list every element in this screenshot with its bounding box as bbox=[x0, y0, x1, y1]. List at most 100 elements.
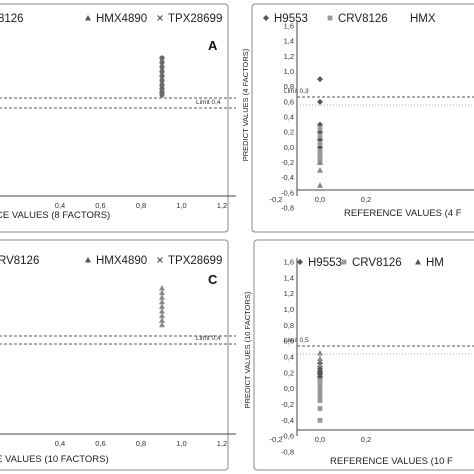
panel-frame bbox=[253, 239, 474, 471]
panel-frame bbox=[0, 3, 229, 233]
data-point bbox=[159, 308, 165, 314]
x-tick-label: 0,4 bbox=[55, 439, 65, 448]
data-point bbox=[159, 321, 165, 328]
data-point bbox=[317, 394, 323, 399]
y-tick-label: -0,2 bbox=[281, 400, 294, 409]
data-point bbox=[159, 285, 165, 291]
data-point bbox=[159, 289, 165, 296]
y-tick-label: 0,2 bbox=[284, 128, 294, 137]
data-point bbox=[317, 350, 323, 356]
y-tick-label: 0,0 bbox=[284, 384, 294, 393]
x-axis-label: E VALUES (10 FACTORS) bbox=[0, 454, 109, 465]
legend-entry: RV8126 bbox=[0, 255, 39, 267]
data-point bbox=[317, 406, 323, 411]
legend-entry: H9553 bbox=[308, 257, 342, 269]
x-tick-label: 1,2 bbox=[217, 201, 227, 210]
data-point bbox=[317, 378, 323, 384]
legend-entry: CRV8126 bbox=[352, 257, 402, 269]
y-tick-label: 1,6 bbox=[284, 22, 294, 31]
x-tick-label: -0,2 bbox=[270, 435, 283, 444]
x-tick-label: 0,8 bbox=[136, 201, 146, 210]
x-tick-label: 0,6 bbox=[95, 439, 105, 448]
panel-2: -0,2 0,0 0,2 1,6 1,4 1,2 1,0 0,8 0,6 0,4 0,2 0,0 -0,… bbox=[241, 3, 474, 233]
x-tick-label: 0,2 bbox=[361, 195, 371, 204]
y-tick-label: 1,4 bbox=[284, 37, 294, 46]
data-point bbox=[159, 77, 165, 84]
y-tick-label: -0,6 bbox=[281, 188, 294, 197]
panel-4: -0,2 0,0 0,2 1,6 1,4 1,2 1,0 0,8 0,6 0,4 0,2 0,0 -0,… bbox=[243, 239, 474, 471]
data-point bbox=[159, 86, 165, 92]
y-tick-label: -0,2 bbox=[281, 158, 294, 167]
legend-marker bbox=[415, 259, 421, 265]
x-tick-label: 0,8 bbox=[136, 439, 146, 448]
limit-label: Limit 0,3 bbox=[284, 88, 309, 95]
legend-entry: TPX28699 bbox=[168, 13, 222, 25]
data-point bbox=[159, 303, 165, 309]
legend-marker bbox=[85, 15, 91, 21]
panel-letter: C bbox=[208, 272, 218, 287]
data-point bbox=[159, 294, 165, 300]
y-tick-label: 1,0 bbox=[284, 305, 294, 314]
panel-frame bbox=[251, 3, 474, 233]
data-point bbox=[317, 386, 323, 392]
data-point bbox=[317, 141, 323, 146]
data-point bbox=[159, 82, 165, 88]
x-tick-label: 0,2 bbox=[361, 435, 371, 444]
y-tick-label: 0,8 bbox=[284, 82, 294, 91]
legend-marker bbox=[297, 259, 303, 265]
y-tick-label: -0,8 bbox=[281, 204, 294, 213]
y-axis-label: PREDICT VALUES (4 FACTORS) bbox=[241, 48, 250, 161]
data-point bbox=[317, 159, 323, 165]
data-point bbox=[317, 125, 323, 131]
legend-entry: HM bbox=[426, 257, 444, 269]
y-tick-label: 1,6 bbox=[284, 258, 294, 267]
y-tick-label: 1,2 bbox=[284, 289, 294, 298]
x-axis-label: REFERENCE VALUES (10 F bbox=[330, 456, 453, 467]
data-point bbox=[317, 133, 323, 139]
legend-marker bbox=[263, 15, 269, 21]
data-point bbox=[317, 182, 323, 188]
x-tick-label: 1,0 bbox=[176, 439, 186, 448]
data-point bbox=[159, 55, 165, 61]
x-tick-label: 1,0 bbox=[176, 201, 186, 210]
panel-letter: A bbox=[208, 38, 218, 53]
legend-entry: TPX28699 bbox=[168, 255, 222, 267]
data-point bbox=[317, 152, 323, 158]
data-point bbox=[159, 64, 165, 70]
y-tick-label: 0,0 bbox=[284, 143, 294, 152]
x-tick-label: 0,4 bbox=[55, 201, 65, 210]
y-tick-label: 0,4 bbox=[284, 113, 294, 122]
y-tick-label: -0,8 bbox=[281, 448, 294, 457]
data-point bbox=[317, 390, 323, 396]
y-tick-label: 0,6 bbox=[284, 97, 294, 106]
legend-entry: HMX4890 bbox=[96, 13, 147, 25]
data-point bbox=[159, 73, 165, 79]
legend-marker bbox=[157, 15, 163, 21]
x-axis-label: REFERENCE VALUES (4 F bbox=[344, 208, 462, 219]
legend-entry: HMX4890 bbox=[96, 255, 147, 267]
data-point bbox=[159, 298, 165, 305]
y-axis-label: PREDICT VALUES (10 FACTORS) bbox=[243, 291, 252, 408]
legend-marker bbox=[85, 257, 91, 263]
legend-entry: 8126 bbox=[0, 13, 24, 25]
data-point bbox=[317, 417, 323, 423]
data-point bbox=[317, 361, 323, 368]
y-tick-label: 0,4 bbox=[284, 353, 294, 362]
data-point bbox=[317, 76, 323, 83]
y-tick-label: -0,6 bbox=[281, 432, 294, 441]
legend-marker bbox=[327, 15, 333, 21]
limit-label: Limit 0,4 bbox=[196, 335, 221, 342]
data-point bbox=[159, 68, 165, 75]
data-point bbox=[317, 398, 323, 403]
legend-entry: HMX bbox=[410, 13, 436, 25]
legend-entry: H9553 bbox=[274, 13, 308, 25]
y-tick-label: 1,0 bbox=[284, 67, 294, 76]
y-tick-label: 1,2 bbox=[284, 52, 294, 61]
x-tick-label: 0,6 bbox=[95, 201, 105, 210]
data-point bbox=[317, 156, 323, 162]
limit-label: Limit 0,4 bbox=[196, 99, 221, 106]
legend-marker bbox=[341, 259, 347, 265]
y-tick-label: 0,8 bbox=[284, 321, 294, 330]
x-tick-label: 1,2 bbox=[217, 439, 227, 448]
